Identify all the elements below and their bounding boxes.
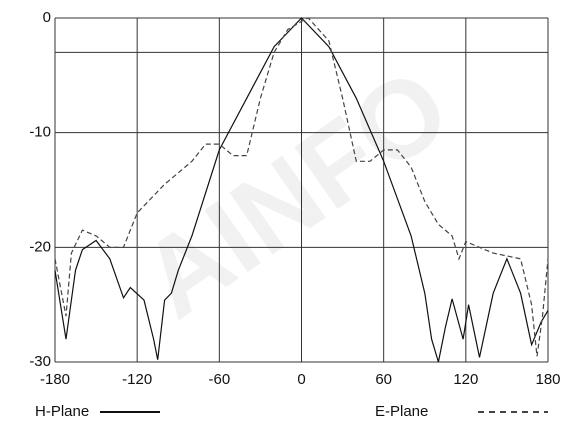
x-tick-label: 180 <box>535 371 560 388</box>
y-tick-label: -20 <box>29 238 51 255</box>
x-tick-label: 120 <box>453 371 478 388</box>
y-tick-label: -10 <box>29 124 51 141</box>
x-tick-label: -60 <box>208 371 230 388</box>
series-line <box>54 17 549 363</box>
legend-label: H-Plane <box>35 403 89 420</box>
x-tick-label: 60 <box>375 371 392 388</box>
y-tick-label: 0 <box>43 9 51 26</box>
y-tick-label: -30 <box>29 353 51 370</box>
series-line <box>54 17 549 357</box>
x-tick-label: 0 <box>297 371 305 388</box>
legend-label: E-Plane <box>375 403 428 420</box>
watermark: AINFO <box>120 45 471 342</box>
x-tick-label: -120 <box>122 371 152 388</box>
x-tick-label: -180 <box>40 371 70 388</box>
